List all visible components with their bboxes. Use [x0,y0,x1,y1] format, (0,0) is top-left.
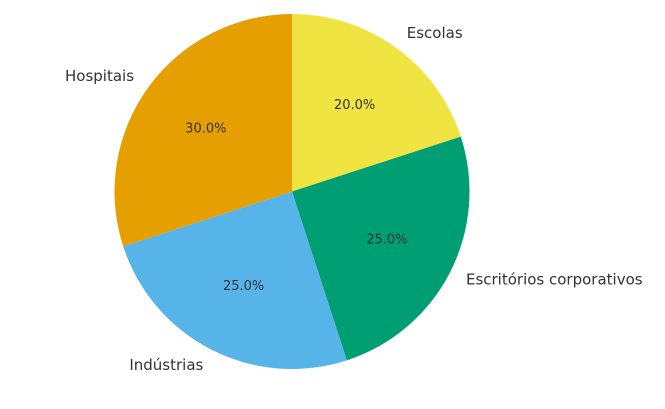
pie-slice [114,14,293,247]
slice-label: Hospitais [65,67,134,85]
value-label: 20.0% [334,98,375,113]
slice-label: Escolas [407,24,463,42]
value-label: 30.0% [185,121,226,136]
pie-slice [123,191,347,369]
value-label: 25.0% [223,279,264,294]
slice-label: Indústrias [129,356,203,374]
slice-label: Escritórios corporativos [466,271,643,289]
value-label: 25.0% [366,232,407,247]
pie-slice [292,136,470,361]
pie-slice [292,14,461,192]
